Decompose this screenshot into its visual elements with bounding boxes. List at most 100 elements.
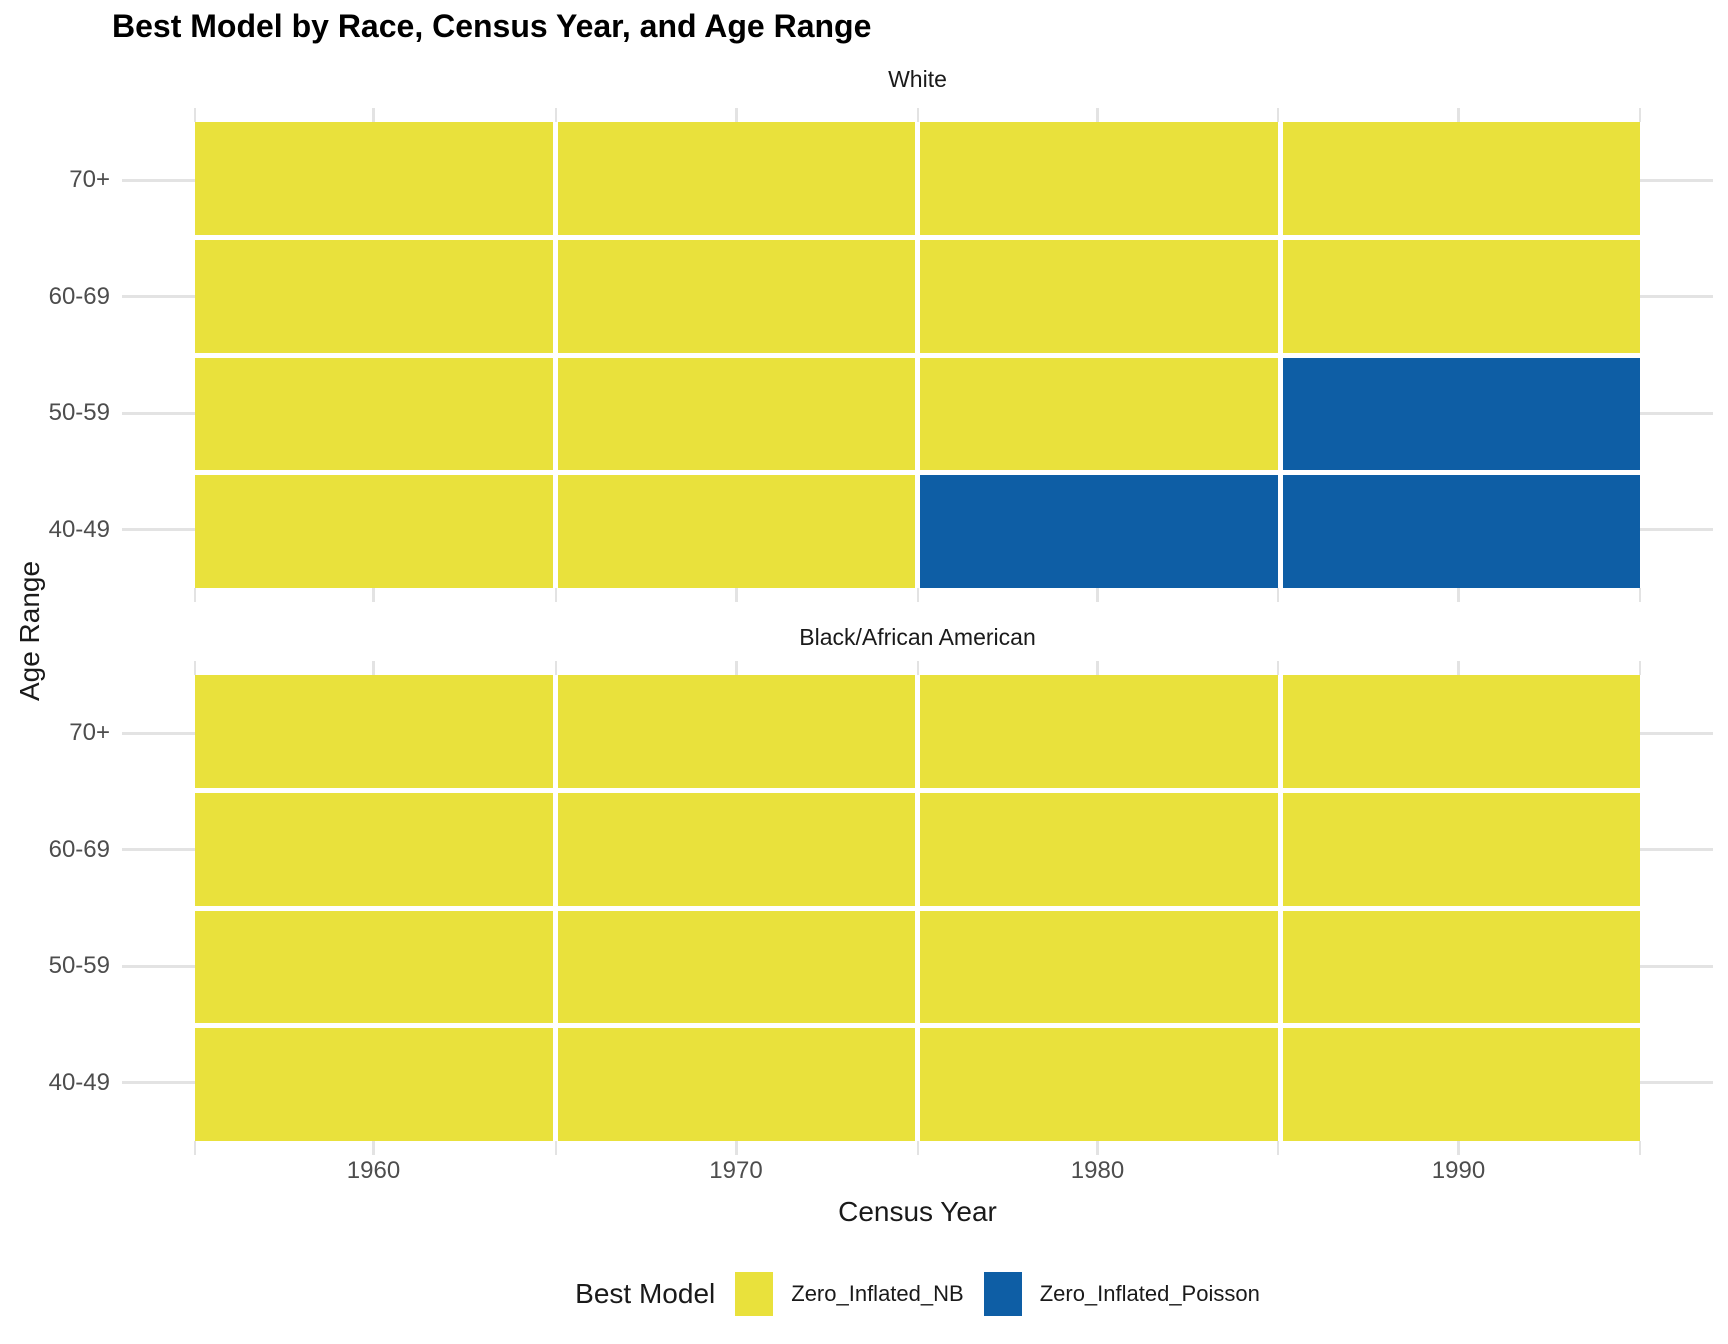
grid-line — [1640, 528, 1713, 532]
grid-line — [1277, 1141, 1279, 1155]
legend-label: Zero_Inflated_NB — [791, 1281, 964, 1306]
tile-black-african-american-50-59-1990 — [1282, 910, 1640, 1024]
tile-white-40-49-1980 — [920, 475, 1278, 588]
grid-line — [372, 588, 375, 602]
tile-white-60-69-1980 — [920, 239, 1278, 353]
tile-white-60-69-1970 — [557, 239, 915, 353]
x-tick-label: 1970 — [709, 1157, 763, 1184]
legend-title: Best Model — [575, 1278, 716, 1309]
tile-white-50-59-1980 — [920, 357, 1278, 471]
grid-line — [194, 1141, 196, 1155]
grid-line — [734, 1141, 738, 1155]
y-tick-label: 70+ — [69, 166, 110, 194]
x-tick-label: 1990 — [1431, 1157, 1486, 1184]
legend-item: Zero_Inflated_Poisson — [983, 1272, 1260, 1316]
y-tick-label: 40-49 — [48, 1068, 110, 1096]
grid-line — [1096, 661, 1099, 675]
facet-strip-black-african-american: Black/African American — [799, 624, 1036, 650]
grid-line — [1640, 295, 1713, 299]
grid-line — [1277, 588, 1279, 602]
facet-strip-white: White — [888, 66, 947, 92]
tile-white-50-59-1990 — [1282, 357, 1640, 471]
x-tick-label: 1980 — [1070, 1157, 1125, 1184]
grid-line — [1640, 1081, 1713, 1085]
grid-line — [122, 731, 195, 735]
tile-grid — [195, 675, 1640, 1141]
tile-white-70plus-1970 — [557, 122, 915, 235]
grid-line — [555, 108, 557, 122]
tile-black-african-american-50-59-1970 — [557, 910, 915, 1024]
grid-line — [372, 1141, 375, 1155]
grid-line — [1096, 108, 1099, 122]
grid-line — [1639, 1141, 1641, 1155]
tile-black-african-american-40-49-1990 — [1282, 1028, 1640, 1141]
grid-line — [555, 1141, 557, 1155]
grid-line — [1640, 964, 1713, 968]
grid-line — [122, 848, 195, 852]
legend-swatch — [735, 1272, 774, 1316]
x-tick-label: 1960 — [346, 1157, 401, 1184]
grid-line — [1639, 661, 1641, 675]
grid-line — [194, 588, 196, 602]
y-tick-label: 60-69 — [48, 835, 110, 863]
grid-line — [1457, 661, 1460, 675]
grid-line — [372, 661, 375, 675]
legend-item: Zero_Inflated_NB — [735, 1272, 964, 1316]
x-axis: 1960 1970 1980 1990 — [122, 1156, 1713, 1186]
tile-grid — [195, 122, 1640, 588]
grid-line — [1640, 848, 1713, 852]
grid-line — [916, 1141, 919, 1155]
tile-white-40-49-1960 — [195, 475, 553, 588]
tile-black-african-american-60-69-1980 — [920, 792, 1278, 906]
grid-line — [916, 108, 919, 122]
grid-line — [194, 661, 196, 675]
tile-white-70plus-1980 — [920, 122, 1278, 235]
grid-line — [1457, 1141, 1460, 1155]
grid-line — [734, 661, 738, 675]
grid-line — [734, 108, 738, 122]
facet-panel-black-african-american: 70+ 60-69 50-59 40-49 — [49, 661, 1713, 1155]
grid-line — [1640, 411, 1713, 415]
grid-line — [122, 528, 195, 532]
tile-white-60-69-1960 — [195, 239, 553, 353]
tile-white-40-49-1970 — [557, 475, 915, 588]
x-axis-title: Census Year — [838, 1196, 997, 1227]
grid-line — [916, 661, 919, 675]
facet-panel-white: 70+ 60-69 50-59 40-49 — [49, 108, 1713, 602]
tile-black-african-american-50-59-1980 — [920, 910, 1278, 1024]
y-tick-label: 70+ — [69, 719, 110, 747]
y-tick-label: 60-69 — [48, 282, 110, 310]
tile-black-african-american-60-69-1970 — [557, 792, 915, 906]
tile-black-african-american-70plus-1980 — [920, 675, 1278, 788]
grid-line — [1640, 178, 1713, 182]
grid-line — [1640, 731, 1713, 735]
tile-black-african-american-40-49-1980 — [920, 1028, 1278, 1141]
tile-black-african-american-70plus-1970 — [557, 675, 915, 788]
tile-white-70plus-1990 — [1282, 122, 1640, 235]
tile-white-50-59-1970 — [557, 357, 915, 471]
tile-black-african-american-40-49-1970 — [557, 1028, 915, 1141]
tile-white-50-59-1960 — [195, 357, 553, 471]
tile-black-african-american-50-59-1960 — [195, 910, 553, 1024]
grid-line — [1277, 661, 1279, 675]
grid-line — [734, 588, 738, 602]
grid-line — [1457, 108, 1460, 122]
grid-line — [122, 964, 195, 968]
tile-black-african-american-70plus-1990 — [1282, 675, 1640, 788]
legend-swatch — [983, 1272, 1022, 1316]
legend-label: Zero_Inflated_Poisson — [1039, 1281, 1260, 1306]
y-tick-label: 50-59 — [48, 399, 110, 427]
grid-line — [555, 588, 557, 602]
grid-line — [1639, 108, 1641, 122]
grid-line — [1457, 588, 1460, 602]
grid-line — [122, 178, 195, 182]
tile-black-african-american-40-49-1960 — [195, 1028, 553, 1141]
tile-white-70plus-1960 — [195, 122, 553, 235]
legend: Best Model Zero_Inflated_NB Zero_Inflated… — [122, 1268, 1713, 1320]
tile-white-40-49-1990 — [1282, 475, 1640, 588]
chart-title: Best Model by Race, Census Year, and Age… — [112, 8, 872, 44]
y-tick-label: 40-49 — [48, 515, 110, 543]
grid-line — [555, 661, 557, 675]
grid-line — [372, 108, 375, 122]
